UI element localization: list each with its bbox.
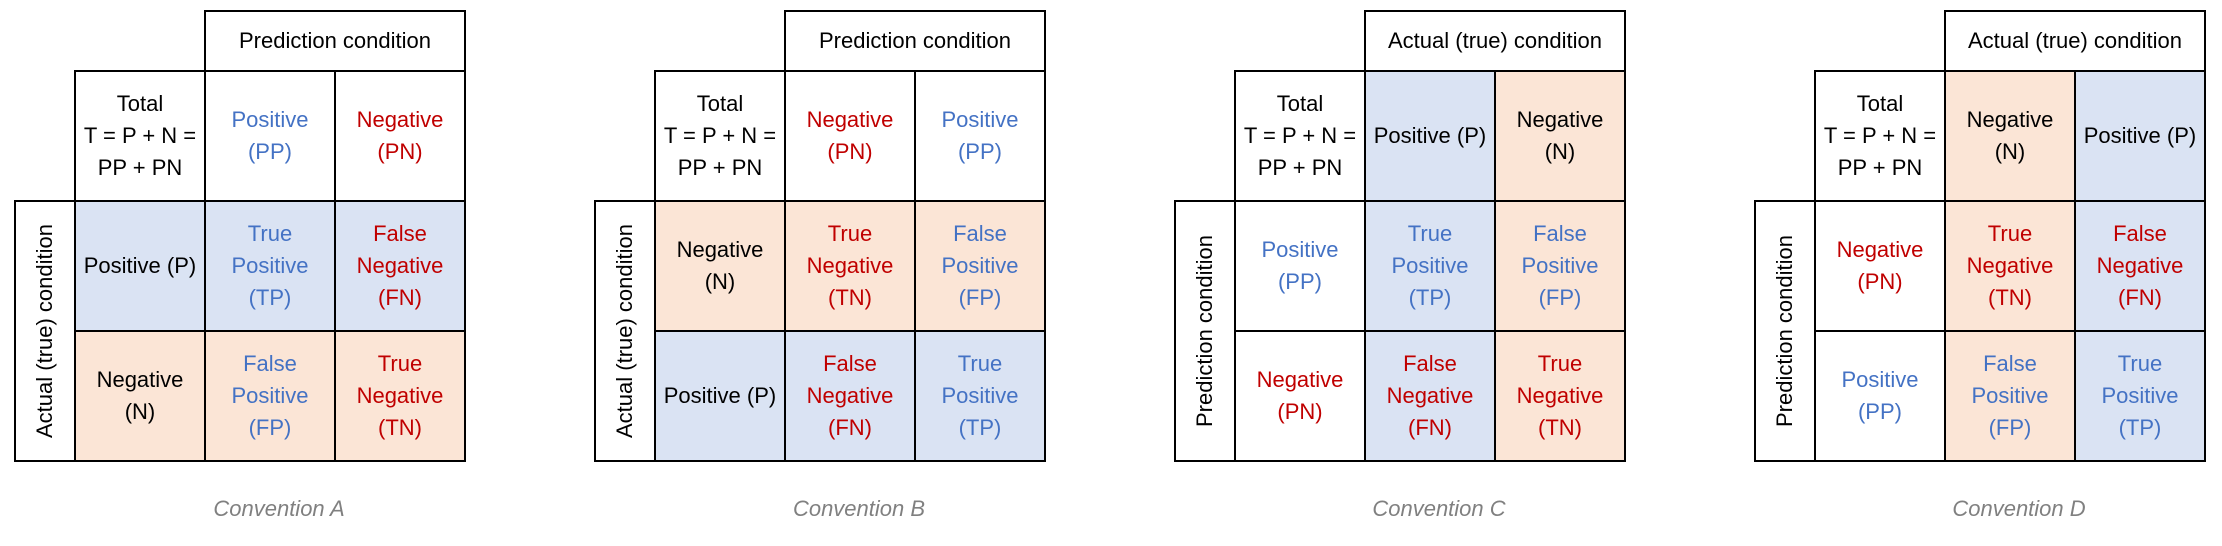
col-header-1: Negative (PN) xyxy=(784,70,916,202)
top-header: Actual (true) condition xyxy=(1944,10,2206,72)
cell-r2-c1: False Negative (FN) xyxy=(1364,330,1496,462)
cell-r1-c2-label: False Negative (FN) xyxy=(356,221,444,310)
row-header-1-label: Positive (P) xyxy=(83,253,197,278)
side-header-label: Prediction condition xyxy=(1192,234,1218,428)
cell-r1-c2-label: False Positive (FP) xyxy=(1521,221,1599,310)
top-header-label: Actual (true) condition xyxy=(1388,28,1602,53)
cell-r2-c2: True Positive (TP) xyxy=(914,330,1046,462)
cell-r2-c2-label: True Positive (TP) xyxy=(2101,351,2179,440)
col-header-2: Positive (P) xyxy=(2074,70,2206,202)
top-header: Prediction condition xyxy=(784,10,1046,72)
corner-total-label: Total T = P + N = PP + PN xyxy=(1243,91,1357,180)
col-header-1-label: Positive (P) xyxy=(1373,123,1487,148)
cell-r1-c1-label: True Negative (TN) xyxy=(1966,221,2054,310)
cell-r2-c1-label: False Positive (FP) xyxy=(231,351,309,440)
row-header-2: Positive (PP) xyxy=(1814,330,1946,462)
confusion-matrix-c: Actual (true) condition Prediction condit… xyxy=(1174,0,1694,546)
row-header-2: Positive (P) xyxy=(654,330,786,462)
col-header-1: Negative (N) xyxy=(1944,70,2076,202)
side-header-label: Actual (true) condition xyxy=(612,224,637,438)
cell-r1-c2-label: False Positive (FP) xyxy=(941,221,1019,310)
cell-r1-c1: True Positive (TP) xyxy=(204,200,336,332)
cell-r2-c1: False Positive (FP) xyxy=(1944,330,2076,462)
cell-r2-c2: True Positive (TP) xyxy=(2074,330,2206,462)
cell-r2-c2-label: True Negative (TN) xyxy=(356,351,444,440)
row-header-1-label: Negative (PN) xyxy=(1836,237,1924,294)
top-header: Prediction condition xyxy=(204,10,466,72)
side-header: Actual (true) condition xyxy=(14,200,76,462)
row-header-2: Negative (PN) xyxy=(1234,330,1366,462)
cell-r1-c1: True Negative (TN) xyxy=(1944,200,2076,332)
side-header: Prediction condition xyxy=(1754,200,1816,462)
confusion-matrix-d: Actual (true) condition Prediction condit… xyxy=(1754,0,2222,546)
cell-r2-c2-label: True Positive (TP) xyxy=(941,351,1019,440)
cell-r2-c1: False Negative (FN) xyxy=(784,330,916,462)
col-header-1-label: Positive (PP) xyxy=(231,107,309,164)
col-header-2-label: Negative (PN) xyxy=(356,107,444,164)
convention-caption: Convention D xyxy=(1952,496,2086,521)
corner-total-label: Total T = P + N = PP + PN xyxy=(1823,91,1937,180)
top-header-label: Prediction condition xyxy=(238,28,431,53)
corner-total-label: Total T = P + N = PP + PN xyxy=(83,91,197,180)
col-header-2: Negative (N) xyxy=(1494,70,1626,202)
row-header-1: Positive (PP) xyxy=(1234,200,1366,332)
row-header-1-label: Positive (PP) xyxy=(1261,237,1339,294)
top-header: Actual (true) condition xyxy=(1364,10,1626,72)
cell-r2-c2: True Negative (TN) xyxy=(334,330,466,462)
col-header-1: Positive (PP) xyxy=(204,70,336,202)
top-header-label: Actual (true) condition xyxy=(1968,28,2182,53)
side-header-label: Prediction condition xyxy=(1772,234,1798,428)
row-header-1: Negative (PN) xyxy=(1814,200,1946,332)
row-header-2-label: Negative (PN) xyxy=(1256,367,1344,424)
corner-total: Total T = P + N = PP + PN xyxy=(1234,70,1366,202)
corner-total-label: Total T = P + N = PP + PN xyxy=(663,91,777,180)
side-header: Prediction condition xyxy=(1174,200,1236,462)
cell-r2-c1: False Positive (FP) xyxy=(204,330,336,462)
side-header-label: Actual (true) condition xyxy=(32,224,57,438)
convention-caption: Convention B xyxy=(792,496,926,521)
row-header-1: Positive (P) xyxy=(74,200,206,332)
cell-r1-c1-label: True Positive (TP) xyxy=(231,221,309,310)
row-header-2-label: Negative (N) xyxy=(96,367,184,424)
row-header-2-label: Positive (PP) xyxy=(1841,367,1919,424)
cell-r2-c1-label: False Positive (FP) xyxy=(1971,351,2049,440)
cell-r1-c1-label: True Negative (TN) xyxy=(806,221,894,310)
col-header-2: Negative (PN) xyxy=(334,70,466,202)
convention-caption: Convention A xyxy=(213,496,345,521)
col-header-1: Positive (P) xyxy=(1364,70,1496,202)
convention-caption: Convention C xyxy=(1372,496,1506,521)
col-header-1-label: Negative (N) xyxy=(1966,107,2054,164)
cell-r1-c2: False Positive (FP) xyxy=(1494,200,1626,332)
row-header-1: Negative (N) xyxy=(654,200,786,332)
cell-r2-c2-label: True Negative (TN) xyxy=(1516,351,1604,440)
row-header-2: Negative (N) xyxy=(74,330,206,462)
cell-r1-c1-label: True Positive (TP) xyxy=(1391,221,1469,310)
corner-total: Total T = P + N = PP + PN xyxy=(74,70,206,202)
col-header-2: Positive (PP) xyxy=(914,70,1046,202)
row-header-1-label: Negative (N) xyxy=(676,237,764,294)
col-header-2-label: Positive (P) xyxy=(2083,123,2197,148)
corner-total: Total T = P + N = PP + PN xyxy=(1814,70,1946,202)
cell-r1-c2: False Negative (FN) xyxy=(334,200,466,332)
cell-r1-c1: True Positive (TP) xyxy=(1364,200,1496,332)
col-header-1-label: Negative (PN) xyxy=(806,107,894,164)
col-header-2-label: Negative (N) xyxy=(1516,107,1604,164)
corner-total: Total T = P + N = PP + PN xyxy=(654,70,786,202)
cell-r1-c1: True Negative (TN) xyxy=(784,200,916,332)
cell-r1-c2: False Negative (FN) xyxy=(2074,200,2206,332)
top-header-label: Prediction condition xyxy=(818,28,1011,53)
side-header: Actual (true) condition xyxy=(594,200,656,462)
confusion-matrix-a: Prediction condition Actual (true) condit… xyxy=(14,0,534,546)
cell-r2-c1-label: False Negative (FN) xyxy=(806,351,894,440)
cell-r2-c1-label: False Negative (FN) xyxy=(1386,351,1474,440)
row-header-2-label: Positive (P) xyxy=(663,383,777,408)
confusion-matrix-b: Prediction condition Actual (true) condit… xyxy=(594,0,1114,546)
col-header-2-label: Positive (PP) xyxy=(941,107,1019,164)
cell-r1-c2-label: False Negative (FN) xyxy=(2096,221,2184,310)
cell-r1-c2: False Positive (FP) xyxy=(914,200,1046,332)
cell-r2-c2: True Negative (TN) xyxy=(1494,330,1626,462)
